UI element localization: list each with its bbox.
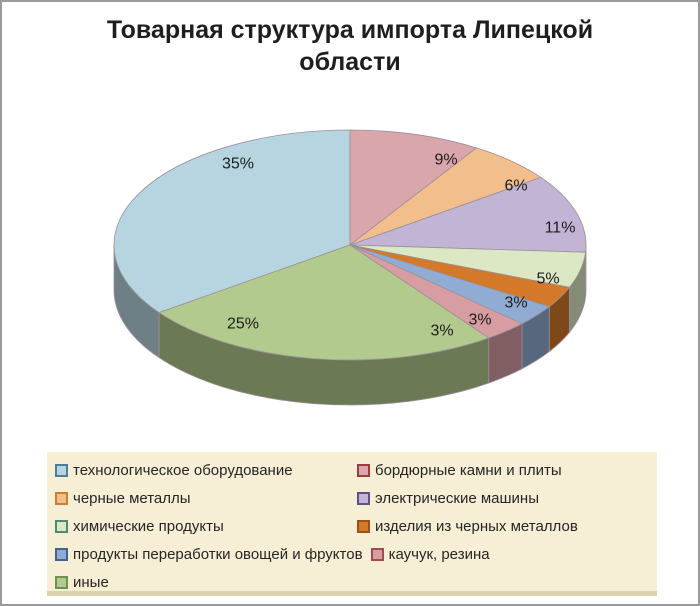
legend-label-3: электрические машины: [375, 489, 539, 507]
legend-label-6: продукты переработки овощей и фруктов: [73, 545, 363, 563]
pie-value-label-0: 35%: [222, 156, 254, 173]
legend-item-5: изделия из черных металлов: [357, 518, 578, 535]
legend-row-0: технологическое оборудование бордюрные ка…: [55, 456, 657, 484]
pie-slice-3: [349, 176, 587, 253]
legend-swatch-3: [357, 491, 370, 505]
pie-value-label-7: 3%: [430, 323, 453, 340]
legend-item-7: каучук, резина: [370, 545, 490, 563]
legend-label-8: иные: [73, 573, 109, 591]
pie-slice-1: [349, 129, 478, 246]
legend-item-8: иные: [55, 574, 357, 591]
legend-item-2: черные металлы: [55, 490, 357, 507]
chart-title: Товарная структура импорта Липецкой обла…: [106, 16, 594, 76]
legend-label-7: каучук, резина: [388, 545, 490, 563]
legend-item-6: продукты переработки овощей и фруктов: [55, 546, 363, 563]
legend-label-4: химические продукты: [73, 517, 224, 535]
chart-legend: технологическое оборудование бордюрные ка…: [47, 452, 657, 596]
pie-value-label-1: 9%: [434, 152, 457, 169]
pie-value-label-6: 3%: [468, 312, 491, 329]
legend-swatch-4: [55, 519, 68, 533]
legend-swatch-2: [55, 491, 68, 505]
legend-label-1: бордюрные камни и плиты: [375, 461, 562, 479]
legend-label-0: технологическое оборудование: [73, 461, 293, 479]
pie-value-label-8: 25%: [227, 316, 259, 333]
legend-swatch-7: [370, 547, 384, 561]
legend-swatch-8: [55, 575, 68, 589]
legend-item-0: технологическое оборудование: [55, 462, 357, 479]
pie-slice-8: [158, 244, 490, 361]
pie-value-label-4: 5%: [536, 271, 559, 288]
pie-value-label-5: 3%: [504, 295, 527, 312]
legend-swatch-0: [55, 463, 68, 477]
legend-label-2: черные металлы: [73, 489, 191, 507]
legend-row-2: химические продукты изделия из черных мет…: [55, 512, 657, 540]
legend-swatch-5: [357, 519, 370, 533]
legend-item-3: электрические машины: [357, 490, 539, 507]
legend-item-1: бордюрные камни и плиты: [357, 462, 562, 479]
legend-swatch-6: [55, 547, 68, 561]
legend-item-4: химические продукты: [55, 518, 357, 535]
legend-row-1: черные металлы электрические машины: [55, 484, 657, 512]
pie-value-label-3: 11%: [545, 220, 576, 237]
pie-value-label-2: 6%: [504, 178, 527, 195]
legend-row-4: иные: [55, 568, 657, 596]
pie-slice-0: [113, 129, 351, 314]
legend-row-3: продукты переработки овощей и фруктов кау…: [55, 540, 657, 568]
legend-label-5: изделия из черных металлов: [375, 517, 578, 535]
legend-swatch-1: [357, 463, 370, 477]
